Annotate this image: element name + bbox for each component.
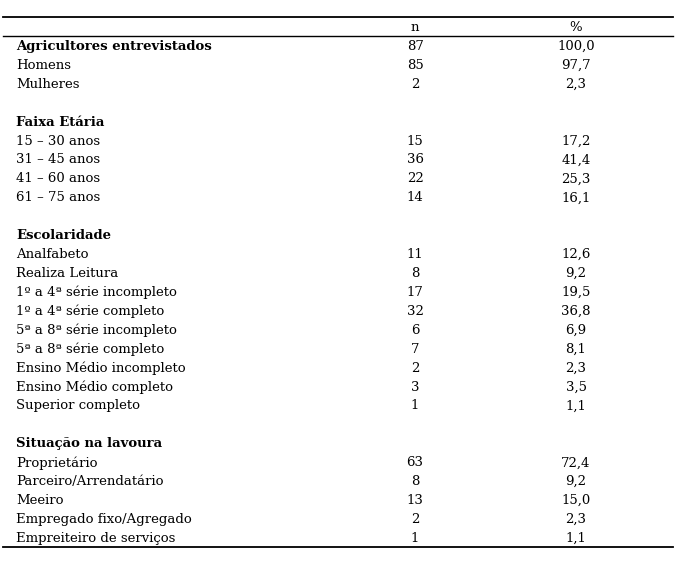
Text: 9,2: 9,2 (566, 267, 587, 280)
Text: 72,4: 72,4 (561, 456, 591, 469)
Text: 19,5: 19,5 (561, 286, 591, 299)
Text: %: % (570, 21, 582, 34)
Text: 15 – 30 anos: 15 – 30 anos (16, 134, 100, 148)
Text: 12,6: 12,6 (561, 248, 591, 261)
Text: 63: 63 (406, 456, 424, 469)
Text: 100,0: 100,0 (557, 40, 595, 53)
Text: Situação na lavoura: Situação na lavoura (16, 437, 162, 450)
Text: Escolaridade: Escolaridade (16, 229, 111, 242)
Text: 5ª a 8ª série completo: 5ª a 8ª série completo (16, 342, 164, 356)
Text: 1,1: 1,1 (566, 532, 587, 545)
Text: 6,9: 6,9 (565, 324, 587, 337)
Text: Faixa Etária: Faixa Etária (16, 116, 105, 129)
Text: 87: 87 (407, 40, 424, 53)
Text: Parceiro/Arrendatário: Parceiro/Arrendatário (16, 475, 164, 488)
Text: Analfabeto: Analfabeto (16, 248, 89, 261)
Text: 1,1: 1,1 (566, 400, 587, 412)
Text: 15: 15 (407, 134, 423, 148)
Text: Empregado fixo/Agregado: Empregado fixo/Agregado (16, 513, 192, 526)
Text: 2: 2 (411, 513, 419, 526)
Text: 7: 7 (411, 343, 419, 356)
Text: 31 – 45 anos: 31 – 45 anos (16, 153, 100, 167)
Text: 3: 3 (411, 380, 419, 394)
Text: 1: 1 (411, 532, 419, 545)
Text: 85: 85 (407, 59, 423, 72)
Text: 41 – 60 anos: 41 – 60 anos (16, 173, 100, 185)
Text: 15,0: 15,0 (561, 494, 591, 507)
Text: 17,2: 17,2 (561, 134, 591, 148)
Text: 61 – 75 anos: 61 – 75 anos (16, 191, 101, 204)
Text: Superior completo: Superior completo (16, 400, 140, 412)
Text: 9,2: 9,2 (566, 475, 587, 488)
Text: 2,3: 2,3 (566, 78, 587, 91)
Text: 22: 22 (407, 173, 423, 185)
Text: 11: 11 (407, 248, 423, 261)
Text: Agricultores entrevistados: Agricultores entrevistados (16, 40, 212, 53)
Text: 1: 1 (411, 400, 419, 412)
Text: 16,1: 16,1 (561, 191, 591, 204)
Text: 2: 2 (411, 362, 419, 375)
Text: 36: 36 (406, 153, 424, 167)
Text: 2,3: 2,3 (566, 513, 587, 526)
Text: 2: 2 (411, 78, 419, 91)
Text: 6: 6 (411, 324, 419, 337)
Text: 8: 8 (411, 267, 419, 280)
Text: 32: 32 (407, 305, 424, 318)
Text: 2,3: 2,3 (566, 362, 587, 375)
Text: 13: 13 (407, 494, 424, 507)
Text: Proprietário: Proprietário (16, 456, 98, 470)
Text: 8: 8 (411, 475, 419, 488)
Text: 1º a 4ª série completo: 1º a 4ª série completo (16, 305, 164, 318)
Text: Empreiteiro de serviços: Empreiteiro de serviços (16, 532, 176, 545)
Text: Ensino Médio completo: Ensino Médio completo (16, 380, 173, 394)
Text: Meeiro: Meeiro (16, 494, 64, 507)
Text: Ensino Médio incompleto: Ensino Médio incompleto (16, 361, 186, 375)
Text: Mulheres: Mulheres (16, 78, 80, 91)
Text: 8,1: 8,1 (566, 343, 587, 356)
Text: 1º a 4ª série incompleto: 1º a 4ª série incompleto (16, 285, 177, 299)
Text: 25,3: 25,3 (561, 173, 591, 185)
Text: Realiza Leitura: Realiza Leitura (16, 267, 118, 280)
Text: 97,7: 97,7 (561, 59, 591, 72)
Text: 3,5: 3,5 (566, 380, 587, 394)
Text: 36,8: 36,8 (561, 305, 591, 318)
Text: 5ª a 8ª série incompleto: 5ª a 8ª série incompleto (16, 324, 177, 337)
Text: 14: 14 (407, 191, 423, 204)
Text: Homens: Homens (16, 59, 71, 72)
Text: 41,4: 41,4 (561, 153, 591, 167)
Text: n: n (411, 21, 419, 34)
Text: 17: 17 (407, 286, 424, 299)
